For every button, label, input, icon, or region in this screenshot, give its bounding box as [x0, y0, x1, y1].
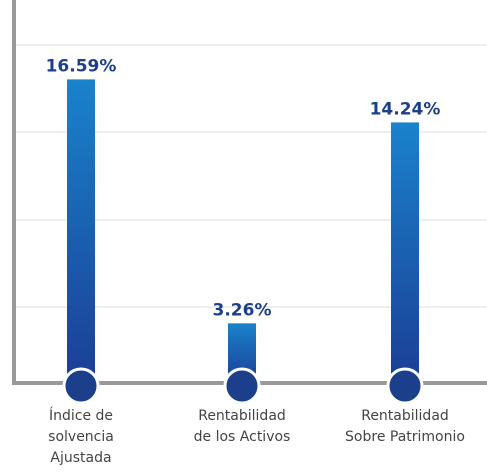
value-label: 16.59%: [46, 56, 117, 76]
x-tick-label: Índice de solvencia Ajustada: [48, 407, 114, 466]
x-tick-label: Rentabilidad de los Activos: [194, 408, 291, 445]
bar: [67, 79, 95, 383]
x-tick-label: Rentabilidad Sobre Patrimonio: [345, 408, 465, 445]
bar-marker: [62, 367, 100, 405]
bar-marker: [223, 367, 261, 405]
bar-marker: [386, 367, 424, 405]
value-label: 14.24%: [370, 99, 441, 119]
bar: [391, 122, 419, 384]
value-label: 3.26%: [213, 300, 272, 320]
